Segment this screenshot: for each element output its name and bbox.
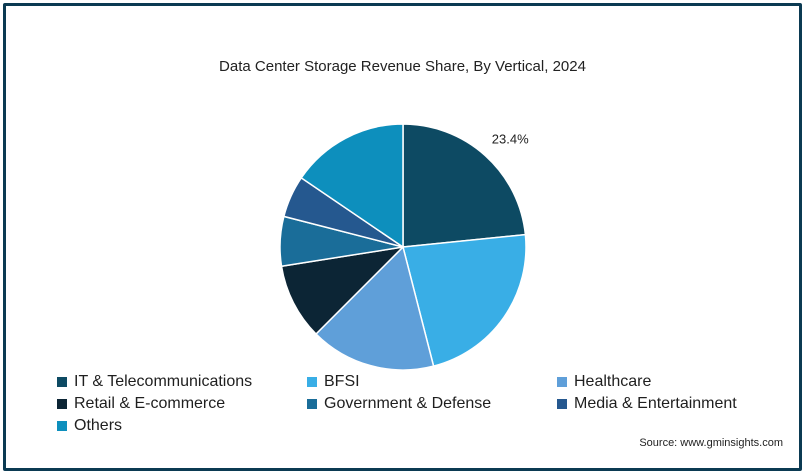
legend-swatch	[557, 399, 567, 409]
legend-label: BFSI	[324, 373, 360, 390]
pie-slice-6	[300, 123, 404, 249]
pie-slice-2	[314, 245, 435, 371]
pie-slice-0	[402, 123, 527, 248]
pie-slice-1	[402, 233, 527, 368]
legend-swatch	[57, 399, 67, 409]
legend-item-6: Others	[57, 417, 122, 435]
legend-label: Healthcare	[574, 373, 652, 390]
legend-label: Government & Defense	[324, 395, 492, 412]
legend-item-5: Media & Entertainment	[557, 395, 737, 413]
legend-label: IT & Telecommunications	[74, 373, 253, 390]
legend-label: Retail & E-commerce	[74, 395, 226, 412]
pie-slice-3	[280, 245, 406, 336]
legend-label: Media & Entertainment	[574, 395, 737, 412]
legend-item-0: IT & Telecommunications	[57, 373, 252, 391]
source-note: Source: www.gminsights.com	[639, 437, 783, 449]
legend-swatch	[307, 399, 317, 409]
legend-swatch	[57, 421, 67, 431]
legend-swatch	[57, 377, 67, 387]
legend-item-3: Retail & E-commerce	[57, 395, 225, 413]
legend-item-2: Healthcare	[557, 373, 651, 391]
legend-item-1: BFSI	[307, 373, 360, 391]
legend-swatch	[307, 377, 317, 387]
legend-item-4: Government & Defense	[307, 395, 491, 413]
legend-swatch	[557, 377, 567, 387]
chart-title: Data Center Storage Revenue Share, By Ve…	[219, 58, 586, 75]
legend-label: Others	[74, 417, 123, 434]
data-label-0: 23.4%	[492, 131, 529, 146]
